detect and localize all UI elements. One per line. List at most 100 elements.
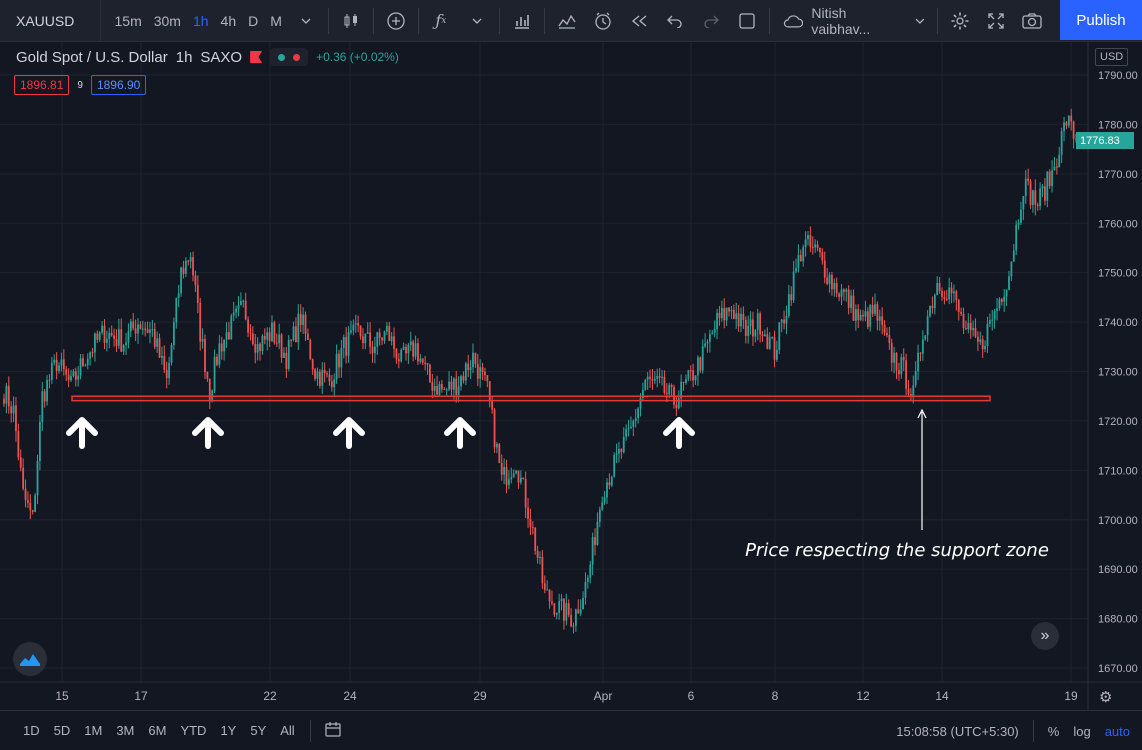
candle-body [115,338,118,346]
range-1d[interactable]: 1D [23,723,40,738]
toolbar-divider [543,7,545,34]
symbol-search[interactable]: XAUUSD [0,0,101,42]
candle-body [740,313,742,327]
candle-body [249,332,252,334]
candle-body [426,363,429,365]
candle-body [381,337,383,341]
interval-m[interactable]: M [270,12,282,29]
candle-body [125,342,127,346]
candle-body [512,473,515,478]
percent-scale-toggle[interactable]: % [1047,723,1060,739]
scroll-to-realtime-button[interactable]: » [1031,622,1059,650]
candle-body [888,335,891,343]
scale-settings-gear-icon[interactable]: ⚙ [1099,689,1113,706]
candle-body [663,376,666,393]
candle-body [728,307,730,312]
redo-icon[interactable] [693,0,729,42]
market-status[interactable] [270,48,309,66]
candle-body [854,309,857,321]
range-1y[interactable]: 1Y [220,723,237,738]
gear-icon[interactable] [942,0,978,42]
tradingview-logo-icon[interactable] [13,642,47,676]
range-all[interactable]: All [280,723,295,738]
flag-icon[interactable] [250,51,263,63]
chevron-down-icon[interactable] [459,0,495,42]
candle-body [22,467,25,489]
candle-body [184,260,187,274]
candle-body [105,338,108,343]
candle-body [747,325,750,336]
candle-body [969,322,972,331]
candle-body [831,274,833,290]
candle-body [838,293,841,297]
plus-circle-icon[interactable] [378,0,414,42]
range-6m[interactable]: 6M [148,723,167,738]
range-5d[interactable]: 5D [53,723,71,738]
chart-grid [0,42,1088,682]
range-ytd[interactable]: YTD [180,723,207,738]
candle-body [883,324,886,333]
interval-1h[interactable]: 1h [192,12,209,29]
goto-date-icon[interactable] [319,721,347,740]
range-1m[interactable]: 1M [84,723,103,738]
candle-body [656,376,659,380]
x-tick-label: 22 [263,689,277,703]
candle-body [826,277,829,284]
price-chart[interactable]: Price respecting the support zone 1670.0… [0,42,1142,710]
compare-icon[interactable] [549,0,585,42]
candle-body [630,426,632,429]
candle-body [981,339,984,350]
candle-body [204,338,206,373]
currency-button[interactable]: USD [1095,48,1129,66]
candle-body [596,521,599,546]
candle-body [460,376,462,387]
candle-body [943,296,946,299]
candle-body [151,329,154,331]
candle-body [438,383,441,395]
range-3m[interactable]: 3M [116,723,135,738]
candle-body [1015,224,1018,251]
sell-price-button[interactable]: 1896.81 [14,75,70,95]
log-scale-toggle[interactable]: log [1073,723,1091,739]
financials-icon[interactable] [504,0,540,42]
time-axis: 15 17 22 24 29 Apr 6 8 12 14 19 [55,689,1078,703]
candle-body [462,376,465,381]
layout-square-icon[interactable] [729,0,765,42]
candle-body [397,359,400,362]
candle-body [802,247,805,262]
candles-icon[interactable] [333,0,369,42]
clock-time[interactable]: 15:08:58 (UTC+5:30) [896,723,1019,739]
interval-d[interactable]: D [248,12,259,29]
publish-button[interactable]: Publish [1060,0,1142,40]
buy-price-button[interactable]: 1896.90 [90,75,147,95]
replay-icon[interactable] [621,0,657,42]
candle-body [634,418,637,421]
range-5y[interactable]: 5Y [250,723,267,738]
candle-body [795,267,797,272]
candle-body [835,283,838,294]
annotation-text: Price respecting the support zone [745,540,1049,561]
interval-15m[interactable]: 15m [114,12,142,29]
candle-body [278,334,281,344]
candle-body [890,342,893,363]
price-change: +0.36 (+0.02%) [316,50,399,64]
candle-body [165,369,168,379]
candle-body [283,352,285,358]
chevron-down-icon[interactable] [288,0,324,42]
candle-body [146,328,149,333]
alert-clock-icon[interactable] [585,0,621,42]
auto-scale-toggle[interactable]: auto [1104,723,1130,739]
interval-4h[interactable]: 4h [220,12,237,29]
camera-icon[interactable] [1014,0,1050,42]
interval-30m[interactable]: 30m [153,12,181,29]
user-menu[interactable]: Nitish vaibhav... [774,0,933,42]
fullscreen-icon[interactable] [978,0,1014,42]
undo-icon[interactable] [657,0,693,42]
candle-body [364,333,367,344]
candle-body [661,376,663,378]
candle-body [168,362,171,379]
candle-body [898,370,900,375]
candle-body [311,359,314,370]
candle-body [584,582,587,598]
